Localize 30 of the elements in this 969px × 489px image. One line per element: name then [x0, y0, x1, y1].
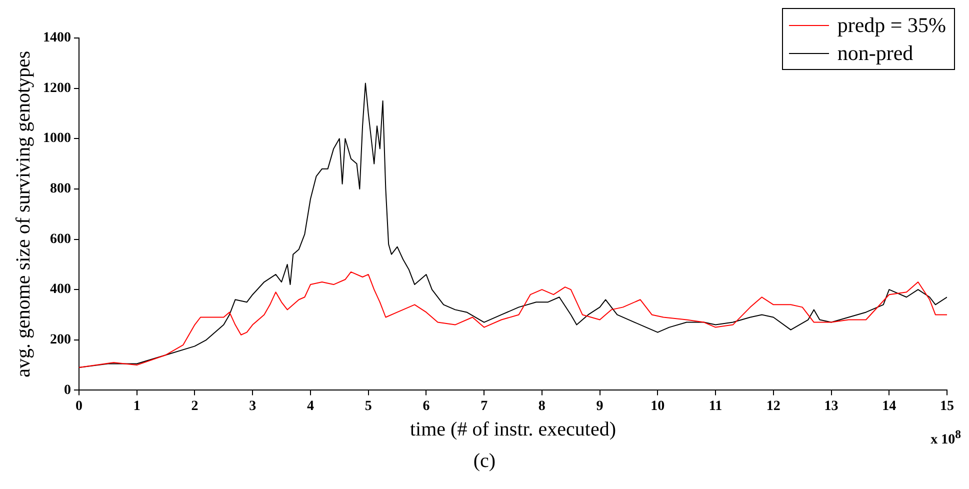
text: x 10$^{8}$ — [930, 428, 961, 449]
x-tick-label: 2 — [191, 399, 198, 414]
text: (c) — [472, 450, 497, 473]
y-tick-label: 1200 — [43, 80, 71, 96]
y-tick-label: 200 — [50, 332, 71, 348]
x-tick-label: 14 — [882, 399, 896, 414]
x-tick-label: 5 — [364, 399, 372, 414]
x-axis-title: time (# of instr. executed) — [410, 418, 616, 440]
y-tick-label: 400 — [50, 282, 71, 298]
x-tick-label: 0 — [76, 399, 82, 414]
y-tick-label: 600 — [50, 232, 71, 247]
x-tick-label: 3 — [249, 399, 256, 414]
x-tick-label: 7 — [480, 399, 488, 414]
x-tick-label: 13 — [824, 399, 838, 414]
x-tick-label: 8 — [538, 399, 546, 414]
x-tick-label: 12 — [766, 399, 780, 414]
legend-label: non-pred — [837, 40, 914, 67]
x-tick-label: 1 — [133, 399, 140, 414]
x-tick-label: 10 — [650, 399, 665, 414]
legend-label: predp = 35% — [837, 12, 946, 39]
y-tick-label: 1400 — [43, 30, 71, 46]
y-axis-title: avg. genome size of surviving genotypes — [12, 50, 34, 378]
y-tick-label: 800 — [50, 182, 71, 197]
y-tick-label: 0 — [64, 382, 71, 398]
x-tick-label: 15 — [940, 399, 954, 414]
y-tick-label: 1000 — [43, 131, 71, 146]
x-tick-label: 11 — [708, 399, 722, 414]
x-tick-label: 4 — [306, 399, 314, 414]
x-tick-label: 6 — [422, 399, 430, 414]
x-tick-label: 9 — [596, 399, 604, 414]
